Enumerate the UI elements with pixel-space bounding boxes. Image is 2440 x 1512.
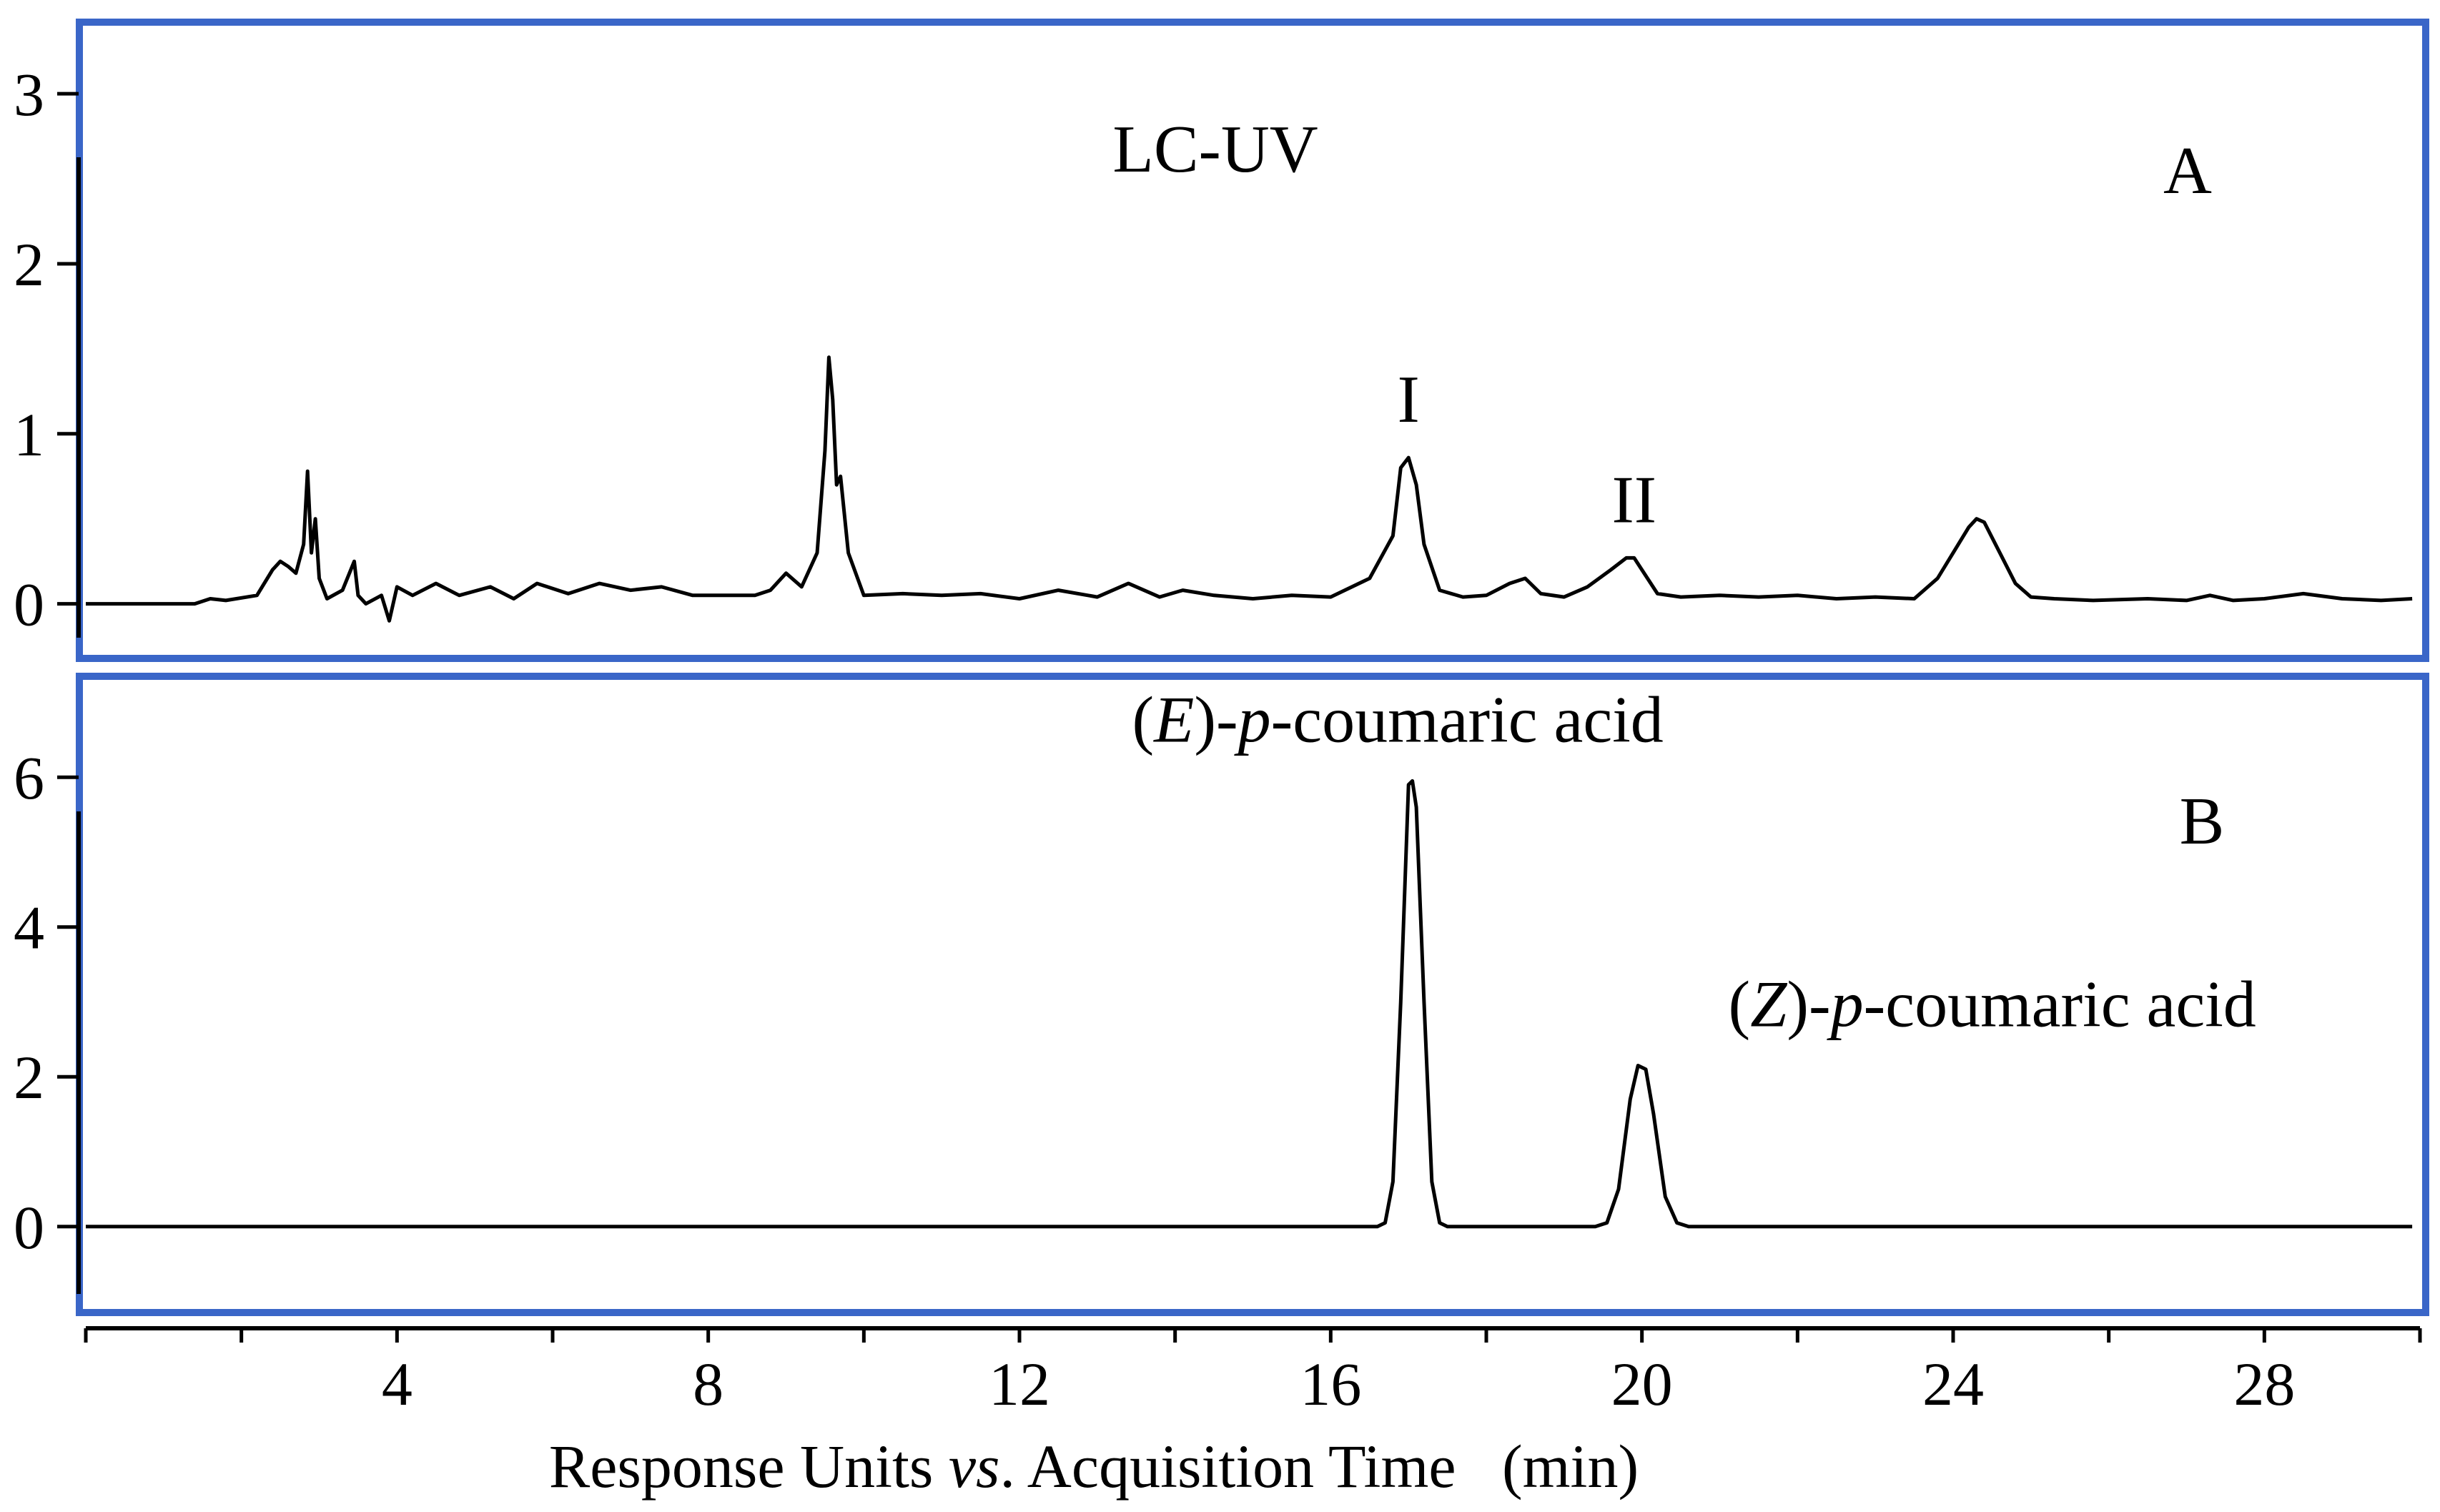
panel-b-peak-label-part: ( bbox=[1132, 683, 1155, 756]
panel-b-peak-label-italic: E bbox=[1152, 683, 1194, 756]
panel-a-label: A bbox=[2163, 134, 2212, 208]
x-axis-title-part1: Response Units bbox=[549, 1432, 949, 1501]
panel-a-y-tick-label: 2 bbox=[14, 230, 44, 299]
x-axis-title-italic: vs bbox=[949, 1432, 1000, 1501]
panel-b-y-axis: 0 2 4 6 bbox=[14, 743, 81, 1294]
panel-b-y-tick-label: 0 bbox=[14, 1193, 44, 1262]
x-tick-label: 24 bbox=[1922, 1350, 1984, 1418]
panel-a-peak-label: II bbox=[1611, 463, 1656, 537]
x-tick-label: 8 bbox=[693, 1350, 723, 1418]
panel-b-peak-label-italic: p bbox=[1827, 968, 1864, 1041]
x-tick-label: 4 bbox=[382, 1350, 413, 1418]
panel-b-peak-label-italic: Z bbox=[1750, 968, 1787, 1041]
panel-b-peak-label-part: )- bbox=[1787, 968, 1830, 1041]
panel-a-peak-label: I bbox=[1398, 362, 1420, 437]
panel-b-plot: (E)-p-coumaric acid(Z)-p-coumaric acid bbox=[86, 683, 2413, 1229]
panel-a-y-axis: 0 1 2 3 bbox=[14, 60, 81, 639]
panel-b-peak-label-part: )- bbox=[1194, 683, 1238, 756]
x-tick-label: 12 bbox=[989, 1350, 1050, 1418]
panel-b-peak-label: (E)-p-coumaric acid bbox=[1132, 683, 1664, 756]
x-tick-label: 16 bbox=[1300, 1350, 1361, 1418]
panel-b-peak-label-part: -coumaric acid bbox=[1864, 968, 2256, 1041]
panel-b-peak-label-part: ( bbox=[1729, 968, 1751, 1041]
panel-b-peak-label-italic: p bbox=[1234, 683, 1271, 756]
panel-a-y-tick-label: 1 bbox=[14, 400, 44, 469]
panel-a-y-tick-label: 3 bbox=[14, 60, 44, 129]
panel-b-y-tick-label: 4 bbox=[14, 894, 44, 962]
panel-b-peak-label-part: -coumaric acid bbox=[1271, 683, 1664, 756]
x-axis: 4 8 12 16 20 24 28 bbox=[84, 1326, 2422, 1418]
panel-a-annotation: LC-UV bbox=[1112, 112, 1318, 187]
x-tick-label: 20 bbox=[1611, 1350, 1673, 1418]
panel-b-y-tick-label: 2 bbox=[14, 1043, 44, 1112]
panel-b-series-line bbox=[86, 779, 2413, 1229]
x-axis-title: Response Units vs. Acquisition Time (min… bbox=[549, 1432, 1639, 1501]
panel-b-label: B bbox=[2180, 784, 2225, 859]
x-axis-title-part2: . Acquisition Time (min) bbox=[1000, 1432, 1639, 1501]
panel-a-plot: III bbox=[86, 355, 2413, 623]
panel-a-series-line bbox=[86, 355, 2413, 623]
panel-b-y-tick-label: 6 bbox=[14, 743, 44, 812]
panel-b-peak-label: (Z)-p-coumaric acid bbox=[1729, 968, 2256, 1041]
panel-a-y-tick-label: 0 bbox=[14, 570, 44, 639]
x-tick-label: 28 bbox=[2233, 1350, 2295, 1418]
